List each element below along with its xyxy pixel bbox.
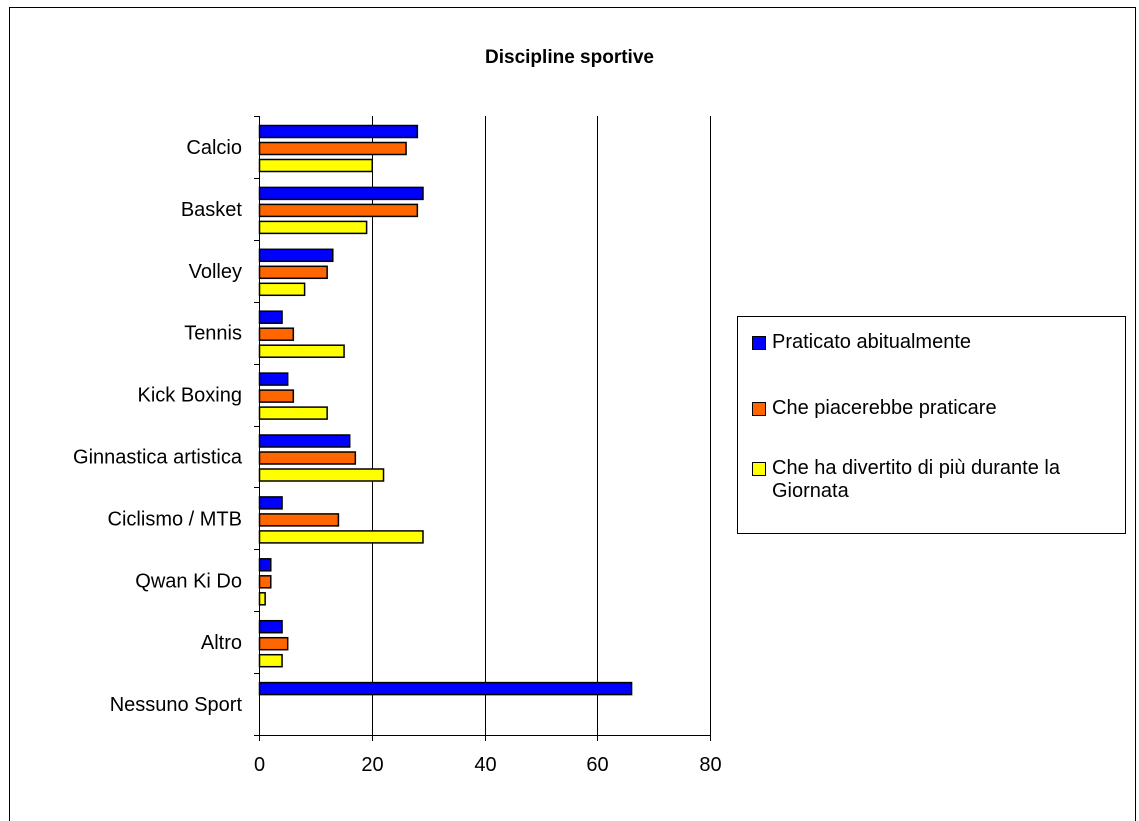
chart-title: Discipline sportive — [485, 47, 654, 68]
legend-label-piacerebbe: Che piacerebbe praticare — [772, 397, 997, 419]
legend-swatch-divertito — [752, 462, 766, 476]
bar-s0-9 — [258, 681, 633, 696]
bar-s0-3 — [258, 310, 283, 324]
legend-swatch-piacerebbe — [752, 402, 766, 416]
x-tick-label-60: 60 — [586, 754, 608, 776]
bar-s0-4 — [258, 372, 289, 386]
bar-s2-7 — [258, 592, 266, 606]
bar-s0-7 — [258, 558, 272, 572]
bar-s1-7 — [258, 575, 272, 589]
bar-s2-4 — [258, 406, 328, 420]
bar-s0-8 — [258, 619, 283, 634]
legend-label-divertito: Che ha divertito di più durante la Giorn… — [772, 457, 1060, 502]
y-tick-label-7: Qwan Ki Do — [135, 570, 242, 592]
bar-s1-1 — [258, 203, 419, 218]
x-tick-label-40: 40 — [474, 754, 496, 776]
x-tick-label-80: 80 — [699, 754, 721, 776]
y-tick-label-5: Ginnastica artistica — [73, 446, 243, 468]
legend-swatch-praticato — [752, 336, 766, 350]
legend-item-divertito: Che ha divertito di più durante la Giorn… — [752, 457, 1112, 503]
bar-s2-6 — [258, 530, 424, 544]
x-tick-label-20: 20 — [361, 754, 383, 776]
y-tick-label-3: Tennis — [184, 323, 242, 345]
bar-s1-8 — [258, 636, 289, 651]
bar-s1-5 — [258, 451, 357, 465]
x-tick-label-0: 0 — [254, 754, 265, 776]
bar-s1-3 — [258, 327, 295, 341]
bar-s1-0 — [258, 141, 407, 156]
bar-s0-1 — [258, 186, 424, 201]
y-tick-label-0: Calcio — [186, 137, 242, 159]
y-tick-label-1: Basket — [181, 199, 243, 221]
bar-s0-2 — [258, 248, 334, 263]
y-tick-label-9: Nessuno Sport — [110, 694, 243, 716]
bar-s1-2 — [258, 265, 328, 280]
bar-s1-4 — [258, 389, 295, 403]
bar-s0-5 — [258, 434, 351, 448]
bar-s2-3 — [258, 344, 345, 358]
bar-s1-6 — [258, 513, 340, 527]
bar-s0-6 — [258, 496, 283, 510]
legend-item-piacerebbe: Che piacerebbe praticare — [752, 397, 1112, 420]
bar-s2-8 — [258, 653, 283, 668]
bar-s2-1 — [258, 220, 368, 235]
legend: Praticato abitualmente Che piacerebbe pr… — [737, 316, 1126, 534]
bar-s0-0 — [258, 124, 419, 139]
y-tick-label-6: Ciclismo / MTB — [108, 508, 242, 530]
y-tick-label-8: Altro — [201, 632, 242, 654]
legend-label-praticato: Praticato abitualmente — [772, 331, 972, 353]
y-tick-label-2: Volley — [189, 261, 242, 283]
bar-s2-2 — [258, 282, 306, 297]
legend-item-praticato: Praticato abitualmente — [752, 331, 1112, 354]
bar-s2-0 — [258, 158, 373, 173]
y-tick-label-4: Kick Boxing — [138, 385, 243, 407]
bar-s2-5 — [258, 468, 385, 482]
